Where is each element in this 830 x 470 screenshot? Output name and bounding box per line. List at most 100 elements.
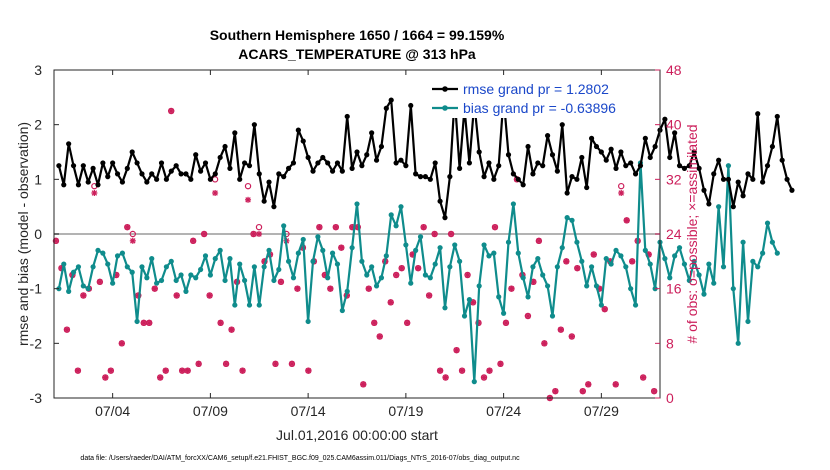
rmse-point bbox=[769, 143, 776, 150]
rmse-point bbox=[290, 160, 297, 166]
rmse-point bbox=[320, 154, 326, 161]
bias-point bbox=[413, 247, 419, 253]
bias-point bbox=[149, 256, 155, 262]
rmse-point bbox=[544, 133, 551, 139]
rmse-point bbox=[716, 157, 722, 163]
rmse-point bbox=[276, 171, 282, 177]
bias-point bbox=[202, 253, 209, 259]
bias-point bbox=[510, 201, 516, 207]
bias-point bbox=[198, 266, 204, 273]
obs-assimilated-stroke bbox=[541, 340, 548, 347]
obs-assimilated-stroke bbox=[415, 265, 421, 271]
obs-assimilated-marker bbox=[585, 381, 592, 388]
obs-assimilated-marker bbox=[442, 374, 449, 381]
obs-assimilated-marker bbox=[201, 231, 208, 237]
obs-assimilated-stroke bbox=[289, 361, 295, 367]
bias-point bbox=[628, 286, 634, 292]
rmse-point bbox=[442, 215, 448, 221]
obs-assimilated-stroke bbox=[130, 238, 136, 244]
obs-assimilated-stroke bbox=[212, 190, 218, 196]
bias-point bbox=[544, 283, 551, 289]
rmse-point bbox=[491, 176, 497, 182]
rmse-point bbox=[554, 168, 560, 174]
bias-point bbox=[608, 261, 614, 267]
bias-series bbox=[56, 160, 780, 385]
rmse-point bbox=[334, 160, 341, 166]
rmse-point bbox=[261, 198, 267, 204]
bias-point bbox=[61, 261, 67, 267]
bias-point bbox=[466, 297, 473, 303]
rmse-point bbox=[720, 176, 727, 182]
obs-assimilated-stroke bbox=[404, 320, 410, 326]
obs-assimilated-stroke bbox=[256, 231, 262, 237]
bias-point bbox=[662, 256, 668, 262]
obs-assimilated-marker bbox=[557, 326, 564, 333]
obs-assimilated-marker bbox=[212, 190, 219, 196]
bias-point bbox=[564, 215, 570, 221]
bias-point bbox=[110, 280, 116, 286]
bias-point bbox=[134, 318, 140, 325]
bias-point bbox=[711, 280, 717, 286]
obs-assimilated-stroke bbox=[640, 374, 646, 381]
obs-assimilated-marker bbox=[96, 278, 103, 285]
obs-assimilated-stroke bbox=[481, 374, 487, 381]
bias-point bbox=[349, 245, 355, 251]
rmse-point bbox=[281, 174, 287, 180]
rmse-point bbox=[246, 163, 253, 169]
legend-rmse-marker bbox=[442, 86, 448, 92]
obs-assimilated-stroke bbox=[558, 326, 564, 333]
obs-assimilated-stroke bbox=[360, 381, 367, 388]
bias-point bbox=[505, 239, 512, 245]
bias-point bbox=[212, 256, 218, 262]
obs-assimilated-stroke bbox=[442, 374, 449, 381]
obs-assimilated-marker bbox=[552, 388, 559, 395]
y-tick-label: 1 bbox=[34, 171, 42, 187]
obs-assimilated-marker bbox=[568, 333, 575, 340]
obs-assimilated-stroke bbox=[563, 258, 570, 265]
obs-assimilated-marker bbox=[179, 367, 186, 374]
rmse-point bbox=[735, 179, 741, 185]
rmse-point bbox=[119, 179, 126, 185]
obs-assimilated-marker bbox=[190, 237, 197, 244]
bias-point bbox=[80, 283, 86, 289]
bias-point bbox=[623, 264, 629, 270]
bias-point bbox=[686, 277, 692, 284]
rmse-point bbox=[373, 157, 380, 163]
bias-point bbox=[716, 204, 722, 210]
rmse-point bbox=[344, 113, 350, 120]
rmse-point bbox=[295, 127, 301, 133]
rmse-point bbox=[158, 160, 165, 166]
obs-assimilated-stroke bbox=[146, 320, 153, 326]
obs-assimilated-stroke bbox=[190, 238, 196, 244]
obs-assimilated-stroke bbox=[585, 381, 592, 388]
obs-assimilated-marker bbox=[91, 190, 98, 196]
rmse-point bbox=[476, 149, 482, 155]
obs-assimilated-stroke bbox=[580, 388, 586, 394]
obs-assimilated-stroke bbox=[173, 292, 180, 299]
rmse-point bbox=[457, 165, 463, 171]
x-tick-label: 07/24 bbox=[486, 403, 521, 419]
rmse-point bbox=[403, 163, 409, 169]
rmse-point bbox=[603, 157, 609, 163]
bias-point bbox=[227, 256, 233, 262]
obs-assimilated-stroke bbox=[366, 285, 372, 292]
obs-assimilated-stroke bbox=[119, 340, 125, 347]
rmse-point bbox=[154, 176, 160, 182]
bias-point bbox=[725, 163, 732, 169]
bias-point bbox=[129, 269, 135, 275]
obs-assimilated-marker bbox=[294, 285, 301, 292]
bias-point bbox=[85, 286, 91, 292]
rmse-point bbox=[285, 165, 292, 171]
bias-point bbox=[618, 253, 624, 259]
obs-assimilated-stroke bbox=[195, 361, 202, 367]
legend: rmse grand pr = 1.2802 bias grand pr = -… bbox=[429, 76, 657, 118]
obs-assimilated-marker bbox=[508, 285, 515, 292]
rmse-point bbox=[217, 154, 223, 161]
obs-assimilated-marker bbox=[195, 360, 202, 367]
obs-assimilated-stroke bbox=[245, 197, 251, 203]
rmse-point bbox=[764, 163, 771, 169]
obs-assimilated-stroke bbox=[184, 367, 191, 374]
bias-point bbox=[559, 245, 565, 251]
obs-possible-marker bbox=[129, 230, 136, 238]
rmse-point bbox=[559, 122, 565, 128]
